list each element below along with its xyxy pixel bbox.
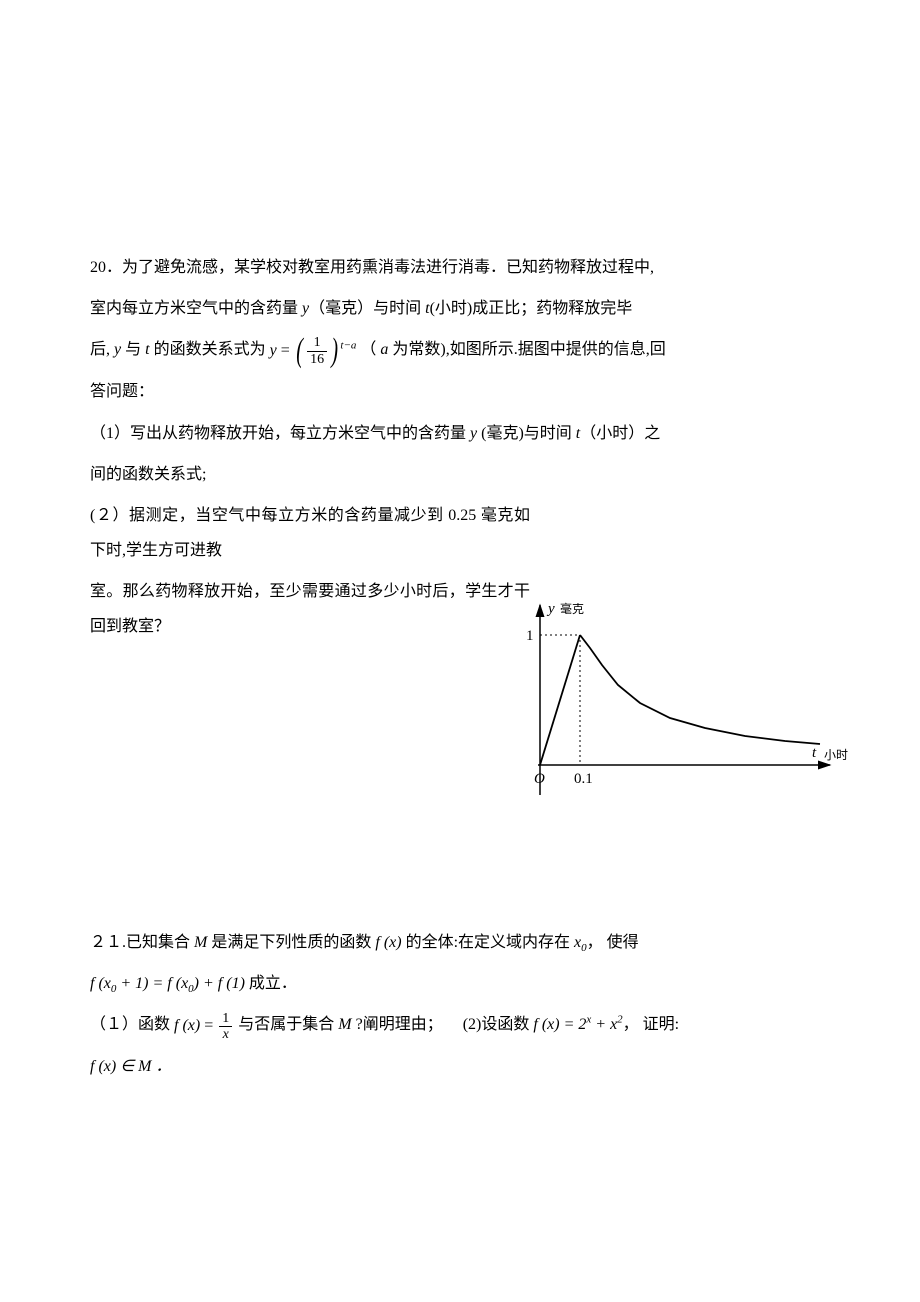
q20-part2a: (２）据测定，当空气中每立方米的含药量减少到 0.25 毫克如下时,学生方可进教	[90, 498, 830, 568]
q20-number: 20．	[90, 259, 122, 276]
text: ?阐明理由；	[352, 1016, 443, 1033]
q21-block: ２１.已知集合 M 是满足下列性质的函数 f (x) 的全体:在定义域内存在 x…	[90, 925, 830, 1085]
t: f (x	[90, 975, 111, 992]
svg-text:y: y	[546, 601, 555, 617]
q21-line2: f (x0 + 1) = f (x0) + f (1) 成立．	[90, 966, 830, 1001]
n: 1	[219, 1011, 232, 1027]
text: （１）函数	[90, 1016, 174, 1033]
exp-text: t−a	[340, 340, 356, 352]
q20-line4: 答问题：	[90, 374, 830, 409]
eq: =	[200, 1017, 217, 1034]
text: （毫克）与时间	[309, 300, 425, 317]
eq-lhs: y	[270, 342, 277, 359]
text: (小时)成正比；药物释放完毕	[430, 300, 633, 317]
eq2: f (x) = 2x + x2	[533, 1016, 622, 1033]
text: 为了避免流感，某学校对教室用药熏消毒法进行消毒．已知药物释放过程中,	[122, 259, 654, 276]
equation: y = (116)t−a	[270, 333, 357, 368]
svg-text:小时: 小时	[824, 748, 848, 762]
text: (毫克)与时间	[477, 425, 576, 442]
frac-den: 16	[307, 352, 327, 367]
text: 为常数),如图所示.据图中提供的信息,回	[388, 341, 665, 358]
text: （小时）之	[580, 425, 660, 442]
text: 的函数关系式为	[150, 341, 270, 358]
text: (2)设函数	[463, 1016, 534, 1033]
svg-text:毫克: 毫克	[560, 601, 584, 616]
q21-line4: f (x) ∈ M ．	[90, 1049, 830, 1084]
svg-text:O: O	[534, 771, 545, 787]
svg-text:0.1: 0.1	[574, 771, 593, 787]
text: 间的函数关系式;	[90, 466, 206, 483]
text: 后,	[90, 341, 114, 358]
text: 的全体:在定义域内存在	[402, 934, 574, 951]
lparen: (	[296, 334, 303, 368]
var-x0: x0	[574, 934, 587, 951]
q21-line1: ２１.已知集合 M 是满足下列性质的函数 f (x) 的全体:在定义域内存在 x…	[90, 925, 830, 960]
text: 答问题：	[90, 383, 154, 400]
t: f (x) = 2	[533, 1016, 586, 1033]
frac-num: 1	[307, 335, 327, 351]
t: ) + f (1)	[194, 975, 245, 992]
text: 是满足下列性质的函数	[207, 934, 375, 951]
q20-part1: （1）写出从药物释放开始，每立方米空气中的含药量 y (毫克)与时间 t（小时）…	[90, 416, 830, 451]
fx: f (x)	[174, 1017, 200, 1034]
text: (２）据测定，当空气中每立方米的含药量减少到 0.25 毫克如下时,学生方可进教	[90, 507, 530, 559]
q20-line3: 后, y 与 t 的函数关系式为 y = (116)t−a （ a 为常数),如…	[90, 332, 830, 368]
text: ， 证明:	[623, 1016, 679, 1033]
svg-text:t: t	[812, 745, 817, 761]
rparen: )	[331, 334, 338, 368]
text: 室。那么药物释放开始，至少需要通过多少小时后，	[90, 583, 465, 600]
fraction: 116	[307, 335, 327, 367]
var-M: M	[338, 1016, 351, 1033]
t: + x	[591, 1016, 617, 1033]
text: 成立．	[249, 975, 297, 992]
q20-line1: 20．为了避免流感，某学校对教室用药熏消毒法进行消毒．已知药物释放过程中,	[90, 250, 830, 285]
text: （1）写出从药物释放开始，每立方米空气中的含药量	[90, 425, 470, 442]
q21-line3: （１）函数 f (x) = 1x 与否属于集合 M ?阐明理由； (2)设函数 …	[90, 1007, 830, 1043]
text: 与	[121, 341, 145, 358]
chart: 1 0.1 Oy 毫克 t 小时	[490, 590, 850, 820]
fx: f (x)	[375, 934, 401, 951]
text: （	[360, 341, 380, 358]
text: 已知集合	[126, 934, 194, 951]
chart-svg: 1 0.1 Oy 毫克 t 小时	[490, 590, 850, 820]
q21-number: ２１.	[90, 934, 126, 951]
d: x	[219, 1027, 232, 1042]
fraction: 1x	[219, 1011, 232, 1043]
text: 室内每立方米空气中的含药量	[90, 300, 302, 317]
eq-fx-1x: f (x) = 1x	[174, 1008, 234, 1043]
eq-sign: =	[277, 342, 294, 359]
q20-line2: 室内每立方米空气中的含药量 y（毫克）与时间 t(小时)成正比；药物释放完毕	[90, 291, 830, 326]
text: 与否属于集合	[234, 1016, 338, 1033]
var-M: M	[194, 934, 207, 951]
text: ， 使得	[587, 934, 639, 951]
text: f (x) ∈ M ．	[90, 1058, 171, 1075]
q20-part1b: 间的函数关系式;	[90, 457, 830, 492]
page: 20．为了避免流感，某学校对教室用药熏消毒法进行消毒．已知药物释放过程中, 室内…	[0, 0, 920, 1302]
svg-text:1: 1	[526, 628, 534, 644]
exponent: t−a	[340, 340, 356, 352]
t: + 1) = f (x	[116, 975, 188, 992]
eq: f (x0 + 1) = f (x0) + f (1)	[90, 975, 249, 992]
